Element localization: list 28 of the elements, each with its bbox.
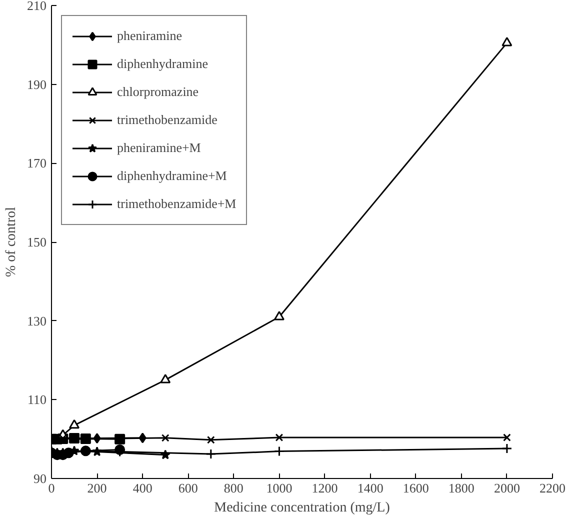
x-tick-label: 200 [87,480,107,496]
x-tick-label: 1000 [266,480,292,496]
y-tick-label: 170 [27,156,46,171]
x-tick-label: 2200 [540,480,566,496]
x-tick-label: 0 [48,480,55,496]
legend-label: diphenhydramine [117,56,208,72]
x-tick-label: 800 [224,480,244,496]
y-tick-label: 130 [27,313,46,328]
legend-label: pheniramine+M [117,140,201,156]
legend-label: pheniramine [117,28,182,44]
x-tick-label: 2000 [494,480,520,496]
y-axis-title: % of control [4,206,19,277]
x-tick-label: 400 [132,480,152,496]
x-axis-title: Medicine concentration (mg/L) [214,500,390,516]
x-tick-label: 1800 [448,480,474,496]
legend-label: trimethobenzamide+M [117,196,236,212]
y-tick-label: 110 [27,392,47,408]
y-tick-label: 190 [27,76,46,92]
legend-label: trimethobenzamide [117,112,218,128]
x-tick-label: 1200 [312,480,338,496]
x-tick-label: 600 [178,480,198,496]
y-tick-label: 150 [27,234,46,250]
legend-label: chlorpromazine [117,84,199,100]
legend-label: diphenhydramine+M [117,168,227,184]
x-tick-label: 1400 [357,480,384,496]
x-tick-label: 1600 [402,480,429,496]
y-tick-label: 90 [34,471,46,486]
y-tick-label: 210 [27,0,46,13]
